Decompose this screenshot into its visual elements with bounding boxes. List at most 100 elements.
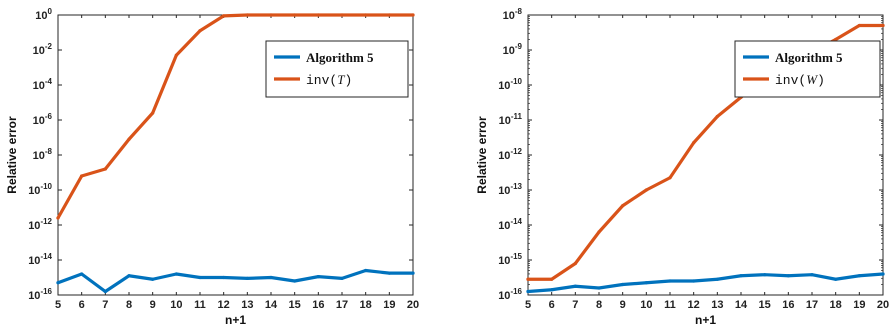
x-tick-label: 10: [640, 299, 652, 311]
data-point: [127, 274, 131, 278]
data-point: [269, 13, 273, 17]
x-tick-label: 5: [55, 299, 61, 311]
data-point: [198, 29, 202, 33]
x-tick-label: 14: [735, 299, 748, 311]
x-tick-label: 12: [688, 299, 700, 311]
x-tick-label: 17: [806, 299, 818, 311]
data-point: [293, 13, 297, 17]
data-point: [80, 272, 84, 276]
x-tick-label: 5: [525, 299, 531, 311]
x-tick-label: 16: [782, 299, 794, 311]
y-tick-label: 10-10: [28, 182, 52, 197]
data-point: [739, 274, 743, 278]
data-point: [573, 284, 577, 288]
x-tick-label: 11: [664, 299, 676, 311]
y-tick-label: 10-14: [28, 252, 52, 267]
x-axis-label: n+1: [225, 313, 246, 327]
y-tick-label: 10-4: [33, 77, 53, 92]
data-point: [293, 279, 297, 283]
y-tick-label: 10-8: [33, 147, 53, 162]
x-tick-label: 20: [877, 299, 889, 311]
x-tick-label: 9: [150, 299, 156, 311]
data-point: [857, 23, 861, 28]
y-axis-label: Relative error: [475, 116, 489, 194]
data-point: [715, 114, 719, 119]
series-line-0: [526, 272, 885, 294]
data-point: [644, 188, 648, 192]
data-point: [364, 13, 368, 17]
x-tick-label: 13: [241, 299, 253, 311]
series-line-0: [56, 268, 415, 294]
x-tick-label: 7: [572, 299, 578, 311]
left-chart: 5 6 7 8 9 10 11 12 13 14 15 16 17 18 19 20 10-16 10-14 10-…: [5, 7, 419, 327]
y-tick-label: 10-12: [498, 147, 522, 162]
data-point: [644, 281, 648, 285]
x-tick-label: 18: [360, 299, 372, 311]
x-tick-label: 6: [79, 299, 85, 311]
x-tick-label: 6: [549, 299, 555, 311]
x-tick-label: 19: [853, 299, 865, 311]
legend-box: [265, 40, 409, 98]
y-tick-label: 10-16: [28, 287, 52, 302]
x-tick-label: 8: [596, 299, 602, 311]
y-tick-label: 10-15: [498, 252, 522, 267]
y-tick-label: 10-13: [498, 182, 522, 197]
x-tick-label: 11: [194, 299, 206, 311]
data-point: [881, 272, 885, 276]
data-point: [245, 276, 249, 280]
legend-label: Algorithm 5: [775, 50, 843, 65]
x-tick-label: 7: [102, 299, 108, 311]
data-point: [364, 268, 368, 273]
x-axis-label: n+1: [695, 313, 716, 327]
data-point: [387, 271, 391, 275]
right-chart: 5 6 7 8 9 10 11 12 13 14 15 16 17 18 19 20 10-16 10-15 10-…: [475, 7, 889, 327]
data-point: [411, 13, 415, 17]
y-axis-label: Relative error: [5, 116, 19, 194]
legend: Algorithm 5 inv(T): [265, 40, 409, 98]
legend-label: Algorithm 5: [306, 50, 374, 65]
x-tick-label: 17: [336, 299, 348, 311]
x-tick-label: 18: [830, 299, 842, 311]
data-point: [857, 274, 861, 278]
x-tick-label: 13: [711, 299, 723, 311]
x-tick-label: 15: [289, 299, 301, 311]
x-tick-label: 20: [407, 299, 419, 311]
legend: Algorithm 5 inv(W): [734, 40, 881, 98]
data-point: [245, 13, 249, 17]
data-point: [715, 277, 719, 281]
legend-label: inv(T): [306, 72, 352, 88]
data-point: [550, 288, 554, 292]
data-point: [387, 13, 391, 17]
legend-label: inv(W): [775, 72, 825, 88]
y-tick-label: 10-9: [503, 42, 523, 57]
data-point: [56, 281, 60, 285]
data-point: [621, 282, 625, 287]
y-tick-label: 10-8: [503, 7, 523, 22]
data-point: [597, 286, 601, 290]
data-point: [174, 53, 178, 57]
data-point: [316, 13, 320, 17]
data-point: [621, 204, 625, 208]
y-tick-label: 10-16: [498, 287, 522, 302]
data-point: [834, 37, 838, 42]
data-point: [127, 137, 131, 141]
data-point: [80, 174, 84, 178]
data-point: [597, 230, 601, 234]
data-point: [198, 275, 202, 280]
data-point: [222, 14, 226, 18]
data-point: [668, 176, 672, 180]
data-point: [550, 277, 554, 281]
y-tick-label: 10-2: [33, 42, 53, 57]
data-point: [269, 275, 273, 280]
x-tick-label: 9: [620, 299, 626, 311]
x-tick-label: 10: [170, 299, 182, 311]
x-tick-label: 15: [759, 299, 771, 311]
x-tick-label: 12: [218, 299, 230, 311]
data-point: [526, 277, 530, 281]
data-point: [56, 216, 60, 220]
y-tick-label: 10-11: [499, 112, 523, 127]
data-point: [174, 272, 178, 276]
x-tick-label: 19: [383, 299, 395, 311]
data-point: [692, 141, 696, 145]
data-point: [151, 277, 155, 281]
